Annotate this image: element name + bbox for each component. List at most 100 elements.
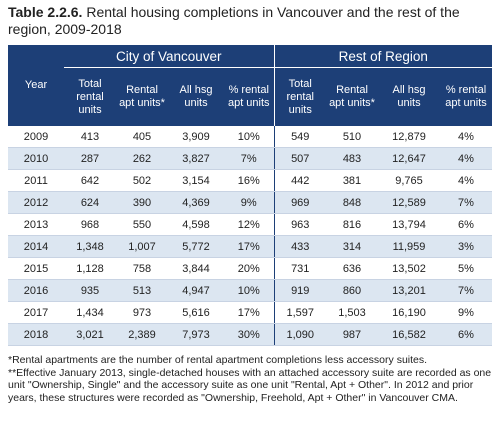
column-header: Total rental units [64, 67, 116, 126]
column-header: All hsg units [378, 67, 440, 126]
value-cell: 6% [440, 213, 492, 236]
year-cell: 2009 [8, 126, 64, 148]
value-cell: 4,947 [168, 279, 224, 302]
value-cell: 16,190 [378, 301, 440, 324]
value-cell: 4% [440, 147, 492, 170]
title: Table 2.2.6. Rental housing completions … [8, 4, 492, 38]
value-cell: 963 [273, 213, 326, 236]
value-cell: 7% [224, 147, 274, 170]
column-header: Year [8, 45, 64, 126]
value-cell: 510 [326, 126, 378, 148]
value-cell: 624 [64, 191, 116, 214]
value-cell: 549 [273, 126, 326, 148]
value-cell: 483 [326, 147, 378, 170]
table-row: 2016 935 513 4,947 10% 919 860 13,201 7% [8, 279, 492, 302]
table-row: 2012 624 390 4,369 9% 969 848 12,589 7% [8, 191, 492, 214]
column-header: Rental apt units* [116, 67, 168, 126]
value-cell: 9,765 [378, 169, 440, 192]
table-row: 2009 413 405 3,909 10% 549 510 12,879 4% [8, 126, 492, 148]
value-cell: 5% [440, 257, 492, 280]
value-cell: 9% [440, 301, 492, 324]
value-cell: 12% [224, 213, 274, 236]
group-header: Rest of Region [273, 45, 492, 68]
footnotes: *Rental apartments are the number of ren… [8, 354, 492, 404]
value-cell: 919 [273, 279, 326, 302]
value-cell: 16,582 [378, 323, 440, 346]
value-cell: 1,348 [64, 235, 116, 258]
value-cell: 13,794 [378, 213, 440, 236]
value-cell: 17% [224, 301, 274, 324]
value-cell: 11,959 [378, 235, 440, 258]
footnote: *Rental apartments are the number of ren… [8, 354, 428, 366]
value-cell: 7,973 [168, 323, 224, 346]
value-cell: 987 [326, 323, 378, 346]
value-cell: 4% [440, 126, 492, 148]
value-cell: 381 [326, 169, 378, 192]
column-header: Rental apt units* [326, 67, 378, 126]
value-cell: 4,369 [168, 191, 224, 214]
table-row: 2017 1,434 973 5,616 17% 1,597 1,503 16,190 9% [8, 301, 492, 324]
column-header: % rental apt units [224, 67, 274, 126]
value-cell: 848 [326, 191, 378, 214]
year-cell: 2015 [8, 257, 64, 280]
value-cell: 636 [326, 257, 378, 280]
value-cell: 12,879 [378, 126, 440, 148]
value-cell: 7% [440, 279, 492, 302]
value-cell: 12,647 [378, 147, 440, 170]
year-cell: 2016 [8, 279, 64, 302]
value-cell: 13,502 [378, 257, 440, 280]
table-row: 2014 1,348 1,007 5,772 17% 433 314 11,959 3% [8, 235, 492, 258]
value-cell: 816 [326, 213, 378, 236]
footnote: **Effective January 2013, single-detache… [8, 366, 492, 404]
data-table: Year City of Vancouver Rest of Region To… [8, 45, 492, 346]
value-cell: 442 [273, 169, 326, 192]
table-title: Rental housing completions in Vancouver … [8, 4, 460, 37]
value-cell: 642 [64, 169, 116, 192]
year-cell: 2010 [8, 147, 64, 170]
value-cell: 4% [440, 169, 492, 192]
value-cell: 314 [326, 235, 378, 258]
value-cell: 5,616 [168, 301, 224, 324]
table-row: 2013 968 550 4,598 12% 963 816 13,794 6% [8, 213, 492, 236]
value-cell: 3% [440, 235, 492, 258]
value-cell: 20% [224, 257, 274, 280]
table-label: Table 2.2.6. [8, 4, 83, 20]
value-cell: 731 [273, 257, 326, 280]
value-cell: 13,201 [378, 279, 440, 302]
group-header: City of Vancouver [64, 45, 274, 68]
column-header: % rental apt units [440, 67, 492, 126]
column-header: All hsg units [168, 67, 224, 126]
value-cell: 5,772 [168, 235, 224, 258]
year-cell: 2018 [8, 323, 64, 346]
value-cell: 3,827 [168, 147, 224, 170]
table-row: 2010 287 262 3,827 7% 507 483 12,647 4% [8, 147, 492, 170]
year-cell: 2012 [8, 191, 64, 214]
table-row: 2011 642 502 3,154 16% 442 381 9,765 4% [8, 169, 492, 192]
year-cell: 2011 [8, 169, 64, 192]
value-cell: 1,007 [116, 235, 168, 258]
table-row: 2018 3,021 2,389 7,973 30% 1,090 987 16,582 6% [8, 323, 492, 346]
column-header: Total rental units [273, 67, 326, 126]
value-cell: 4,598 [168, 213, 224, 236]
value-cell: 2,389 [116, 323, 168, 346]
value-cell: 16% [224, 169, 274, 192]
value-cell: 1,503 [326, 301, 378, 324]
value-cell: 1,128 [64, 257, 116, 280]
value-cell: 1,597 [273, 301, 326, 324]
value-cell: 968 [64, 213, 116, 236]
value-cell: 507 [273, 147, 326, 170]
value-cell: 6% [440, 323, 492, 346]
value-cell: 860 [326, 279, 378, 302]
value-cell: 513 [116, 279, 168, 302]
value-cell: 7% [440, 191, 492, 214]
value-cell: 262 [116, 147, 168, 170]
value-cell: 1,090 [273, 323, 326, 346]
value-cell: 9% [224, 191, 274, 214]
value-cell: 973 [116, 301, 168, 324]
value-cell: 969 [273, 191, 326, 214]
value-cell: 10% [224, 126, 274, 148]
value-cell: 3,154 [168, 169, 224, 192]
value-cell: 433 [273, 235, 326, 258]
value-cell: 550 [116, 213, 168, 236]
